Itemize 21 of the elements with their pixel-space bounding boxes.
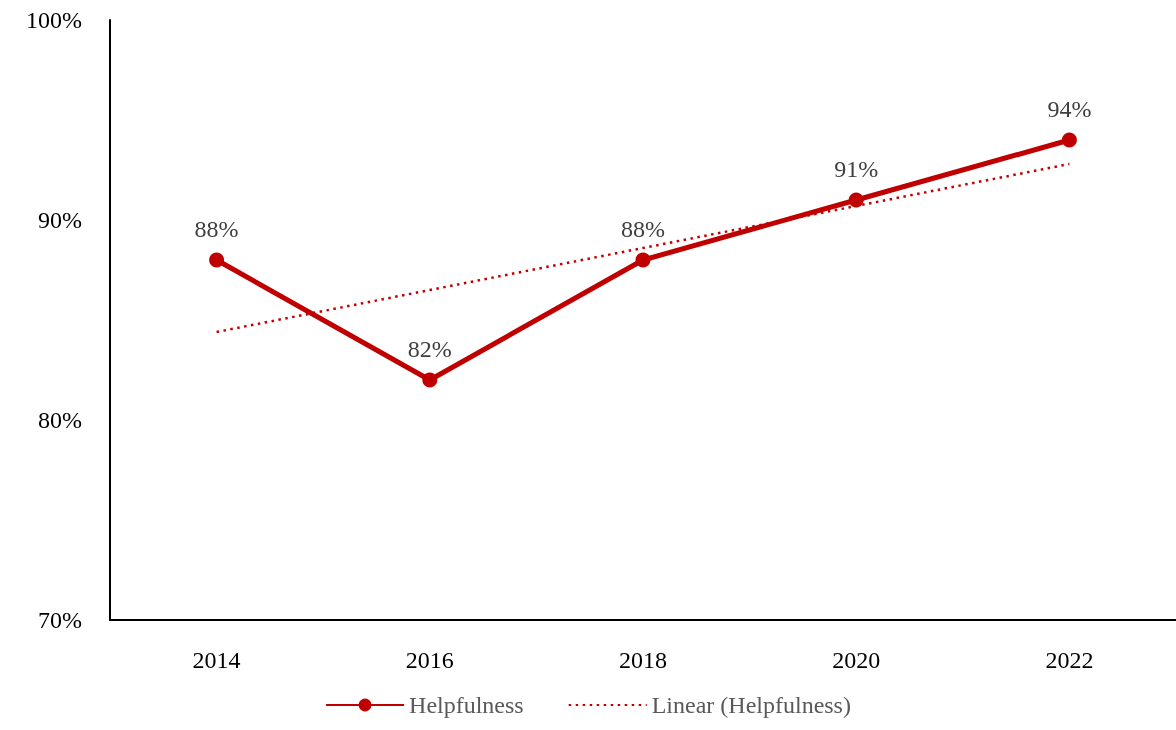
data-label: 88%: [194, 215, 239, 242]
legend-label: Linear (Helpfulness): [651, 692, 851, 718]
y-tick-label: 80%: [38, 407, 82, 433]
x-tick-label: 2022: [1045, 647, 1094, 673]
y-tick-label: 90%: [38, 207, 82, 233]
x-tick-label: 2014: [192, 647, 241, 673]
data-label: 82%: [407, 335, 452, 362]
y-tick-label: 70%: [38, 607, 82, 633]
data-label: 94%: [1047, 95, 1092, 122]
y-tick-label: 100%: [26, 7, 82, 33]
legend-label: Helpfulness: [409, 692, 524, 718]
x-tick-label: 2018: [619, 647, 667, 673]
point: [1061, 132, 1077, 148]
point: [848, 192, 864, 208]
x-tick-label: 2016: [405, 647, 454, 673]
data-label: 88%: [621, 215, 665, 242]
point: [635, 252, 651, 268]
data-label: 91%: [834, 155, 879, 182]
point: [422, 372, 438, 388]
x-tick-label: 2020: [832, 647, 881, 673]
point: [209, 252, 225, 268]
